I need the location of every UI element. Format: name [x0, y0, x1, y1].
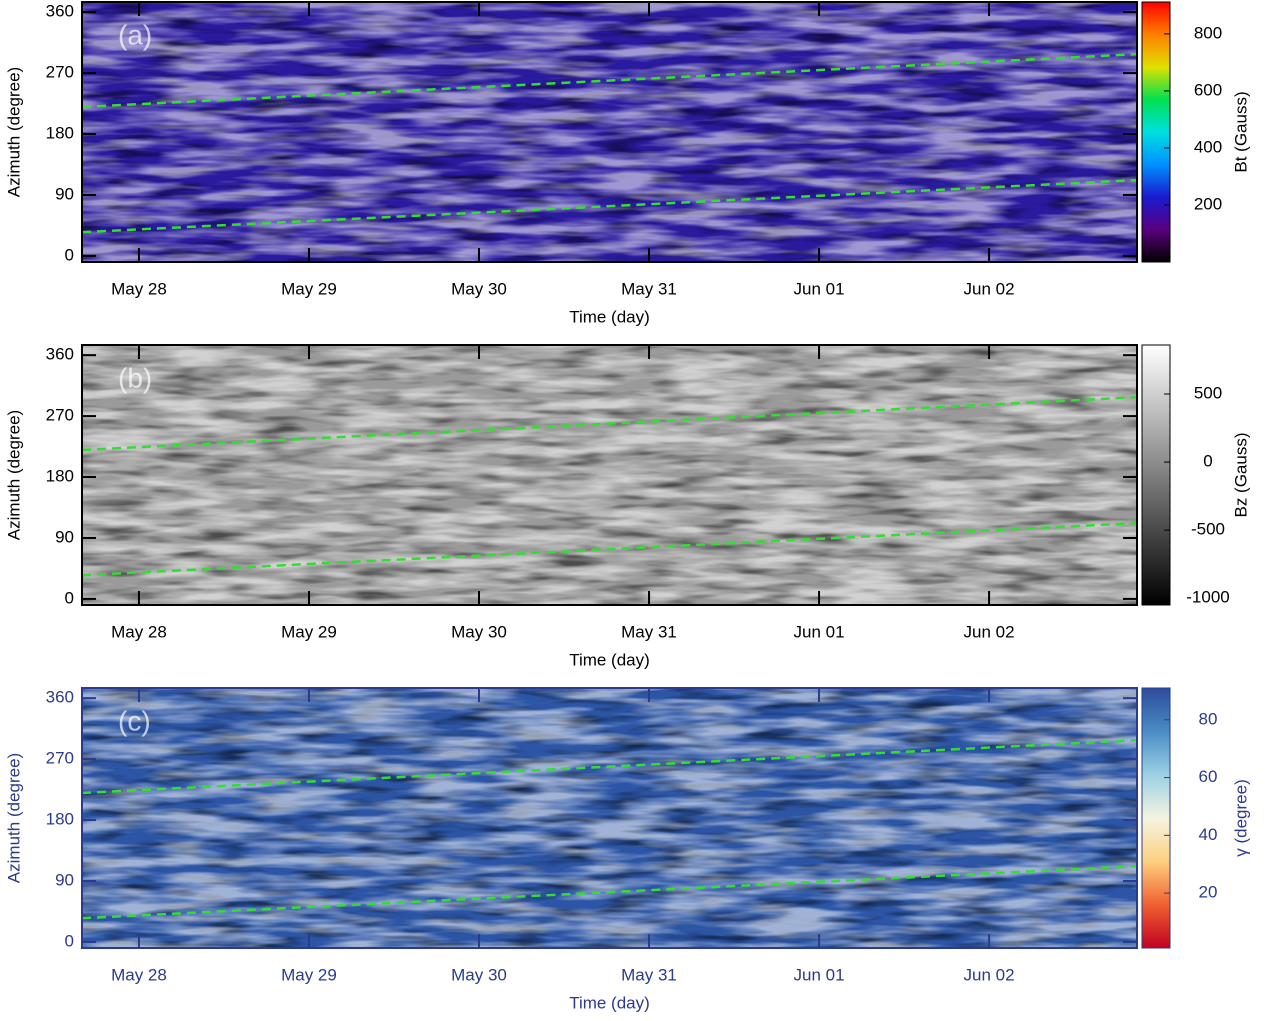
y-tick-label: 90 [55, 184, 74, 203]
y-tick-label: 180 [46, 124, 74, 143]
y-axis-label: Azimuth (degree) [4, 753, 23, 883]
x-tick-label: May 28 [111, 965, 167, 984]
y-tick-label: 90 [55, 870, 74, 889]
x-tick-label: May 29 [281, 279, 337, 298]
y-tick-label: 360 [46, 345, 74, 364]
x-tick-label: May 30 [451, 279, 507, 298]
y-tick-label: 180 [46, 467, 74, 486]
colorbar-label: γ (degree) [1231, 779, 1250, 856]
panel-label: (c) [118, 705, 151, 736]
y-tick-label: 360 [46, 688, 74, 707]
texture-bright [82, 688, 1137, 948]
x-tick-label: Jun 02 [964, 965, 1015, 984]
texture-bright [82, 345, 1137, 605]
texture [82, 345, 1137, 605]
colorbar [1141, 1, 1171, 263]
dashed-line [81, 178, 1138, 234]
y-tick-label: 0 [65, 245, 74, 264]
x-tick-label: May 30 [451, 622, 507, 641]
y-tick-label: 360 [46, 2, 74, 21]
x-axis-label: Time (day) [569, 993, 650, 1012]
dashed-line [81, 395, 1138, 452]
y-tick-label: 270 [46, 63, 74, 82]
panel-label: (a) [118, 19, 152, 50]
x-tick-label: Jun 02 [964, 279, 1015, 298]
texture [82, 688, 1137, 948]
x-tick-label: May 31 [621, 965, 677, 984]
x-tick-label: Jun 01 [794, 622, 845, 641]
x-tick-label: May 28 [111, 622, 167, 641]
y-axis-label: Azimuth (degree) [4, 67, 23, 197]
x-tick-label: May 30 [451, 965, 507, 984]
x-tick-label: Jun 02 [964, 622, 1015, 641]
colorbar-tick-label: 400 [1194, 137, 1222, 156]
panel-label: (b) [118, 362, 152, 393]
colorbar-label: Bt (Gauss) [1231, 91, 1250, 172]
colorbar-tick-label: 80 [1199, 709, 1218, 728]
y-tick-label: 270 [46, 749, 74, 768]
plot-frame [81, 344, 1138, 606]
colorbar [1141, 344, 1171, 606]
x-axis-label: Time (day) [569, 307, 650, 326]
colorbar-tick-label: 600 [1194, 80, 1222, 99]
colorbar-tick-label: 20 [1199, 883, 1218, 902]
plot-frame [81, 687, 1138, 949]
colorbar-tick-label: -500 [1191, 520, 1225, 539]
colorbar-tick-label: 500 [1194, 383, 1222, 402]
x-tick-label: May 28 [111, 279, 167, 298]
dashed-line [81, 864, 1138, 920]
colorbar [1141, 687, 1171, 949]
dashed-line [81, 52, 1138, 109]
y-tick-label: 90 [55, 527, 74, 546]
y-tick-label: 270 [46, 406, 74, 425]
x-axis-label: Time (day) [569, 650, 650, 669]
y-tick-label: 0 [65, 931, 74, 950]
colorbar-tick-label: 0 [1203, 452, 1212, 471]
dashed-line [81, 521, 1138, 577]
colorbar-tick-label: 60 [1199, 767, 1218, 786]
plot-frame [81, 1, 1138, 263]
dashed-line [81, 738, 1138, 795]
y-tick-label: 0 [65, 588, 74, 607]
x-tick-label: May 29 [281, 622, 337, 641]
texture-bright [82, 2, 1137, 262]
texture [82, 2, 1137, 262]
x-tick-label: May 29 [281, 965, 337, 984]
colorbar-label: Bz (Gauss) [1231, 432, 1250, 517]
colorbar-tick-label: 800 [1194, 23, 1222, 42]
y-tick-label: 180 [46, 810, 74, 829]
x-tick-label: May 31 [621, 279, 677, 298]
x-tick-label: Jun 01 [794, 965, 845, 984]
colorbar-tick-label: -1000 [1186, 588, 1229, 607]
colorbar-tick-label: 200 [1194, 194, 1222, 213]
y-axis-label: Azimuth (degree) [4, 410, 23, 540]
x-tick-label: Jun 01 [794, 279, 845, 298]
x-tick-label: May 31 [621, 622, 677, 641]
colorbar-tick-label: 40 [1199, 825, 1218, 844]
